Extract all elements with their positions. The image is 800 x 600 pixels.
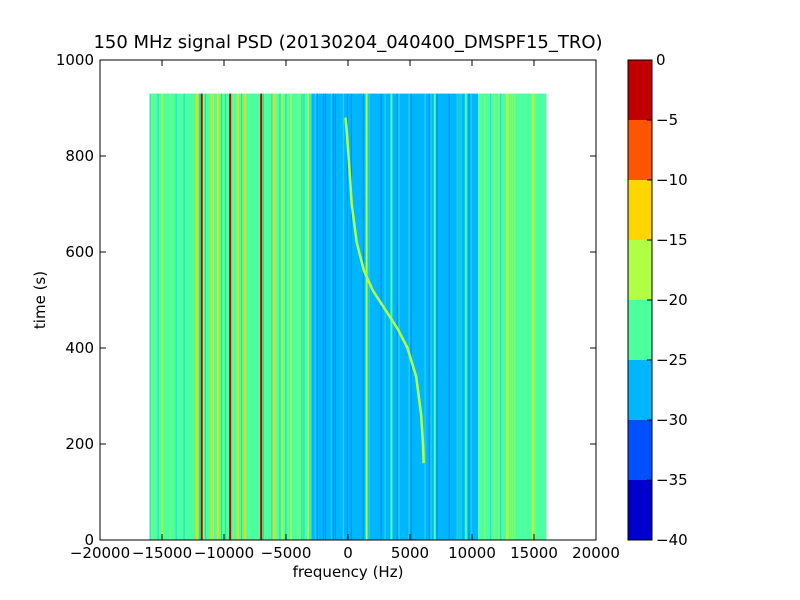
y-tick-label: 800 bbox=[65, 147, 94, 165]
colorbar-segment bbox=[628, 60, 652, 120]
y-tick-label: 0 bbox=[84, 531, 94, 549]
x-tick-label: −20000 bbox=[70, 544, 130, 562]
x-tick-label: 10000 bbox=[448, 544, 496, 562]
chart-title: 150 MHz signal PSD (20130204_040400_DMSP… bbox=[93, 32, 602, 53]
y-tick-label: 1000 bbox=[56, 51, 94, 69]
doppler-track bbox=[344, 117, 425, 464]
colorbar-segment bbox=[628, 420, 652, 480]
colorbar: 0 −5 −10 −15 −20 −25 −30 −35 −40 bbox=[627, 51, 688, 549]
y-tick-label: 200 bbox=[65, 435, 94, 453]
x-axis-title: frequency (Hz) bbox=[293, 563, 404, 581]
x-tick-label: 15000 bbox=[510, 544, 558, 562]
x-tick-label: −10000 bbox=[194, 544, 254, 562]
colorbar-segment bbox=[628, 300, 652, 360]
heatmap-region bbox=[149, 93, 193, 540]
colorbar-tick-label: −5 bbox=[656, 111, 678, 129]
y-tick-label: 600 bbox=[65, 243, 94, 261]
x-tick-label: 5000 bbox=[391, 544, 429, 562]
colorbar-tick-label: 0 bbox=[656, 51, 666, 69]
y-tick-label: 400 bbox=[65, 339, 94, 357]
colorbar-tick-label: −40 bbox=[656, 531, 688, 549]
colorbar-tick-label: −30 bbox=[656, 411, 688, 429]
colorbar-segment bbox=[628, 480, 652, 540]
colorbar-tick-label: −20 bbox=[656, 291, 688, 309]
colorbar-segment bbox=[628, 360, 652, 420]
colorbar-tick-label: −10 bbox=[656, 171, 688, 189]
heatmap-region bbox=[310, 93, 367, 540]
x-tick-label: −15000 bbox=[132, 544, 192, 562]
colorbar-segment bbox=[628, 240, 652, 300]
plot-area bbox=[99, 59, 597, 541]
y-axis-title: time (s) bbox=[31, 271, 49, 329]
x-tick-label: 20000 bbox=[572, 544, 620, 562]
x-tick-label: 0 bbox=[343, 544, 353, 562]
colorbar-tick-label: −35 bbox=[656, 471, 688, 489]
colorbar-segment bbox=[628, 120, 652, 180]
x-tick-label: −5000 bbox=[261, 544, 312, 562]
colorbar-tick-label: −15 bbox=[656, 231, 688, 249]
x-axis: −20000 −15000 −10000 −5000 0 5000 10000 15000 20… bbox=[70, 60, 620, 562]
colorbar-tick-label: −25 bbox=[656, 351, 688, 369]
y-axis: 0 200 400 600 800 1000 bbox=[56, 51, 596, 549]
colorbar-segment bbox=[628, 180, 652, 240]
